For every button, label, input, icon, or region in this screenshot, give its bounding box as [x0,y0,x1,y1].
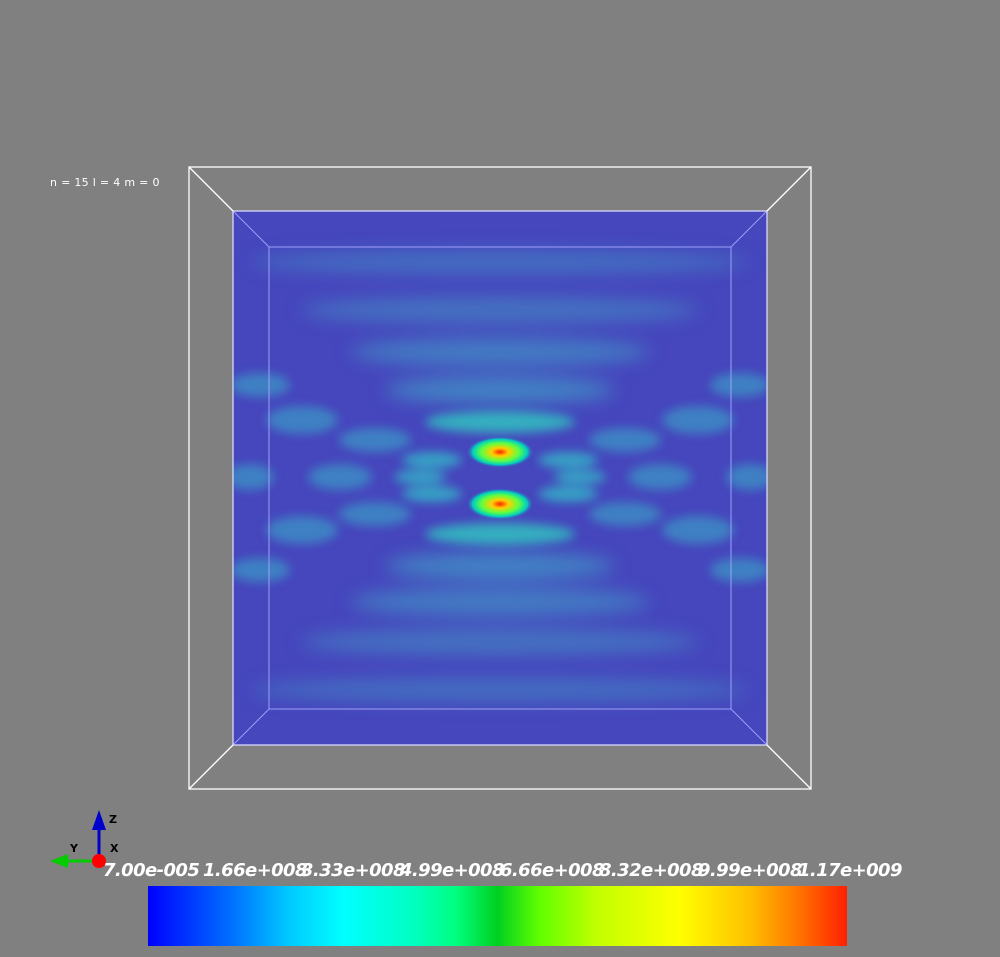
volume-outline-outer [188,166,812,790]
colorbar-tick-label: 1.17e+009 [798,860,902,881]
orientation-axes: Z Y X [50,810,119,868]
color-scale-bar [148,886,847,946]
z-axis-label: Z [109,813,117,826]
y-axis-arrow [50,854,68,868]
quantum-numbers-label: n = 15 l = 4 m = 0 [50,176,160,189]
z-axis-arrow [92,810,106,830]
colorbar-tick-label: 6.66e+008 [500,860,604,881]
volume-outline-inner [232,210,768,746]
density-pattern [233,250,767,702]
x-axis-label: X [110,842,119,855]
y-axis-label: Y [69,842,79,855]
colorbar-tick-label: 9.99e+008 [698,860,802,881]
colorbar-tick-label: 1.66e+008 [203,860,307,881]
x-axis-dot [92,854,106,868]
colorbar-tick-label: 3.33e+008 [301,860,405,881]
colorbar-tick-label: 8.32e+008 [599,860,703,881]
colorbar-tick-labels: 7.00e-005 1.66e+008 3.33e+008 4.99e+008 … [100,860,902,886]
colorbar-tick-label: 4.99e+008 [400,860,504,881]
colorbar-tick-label: 7.00e-005 [103,860,200,881]
